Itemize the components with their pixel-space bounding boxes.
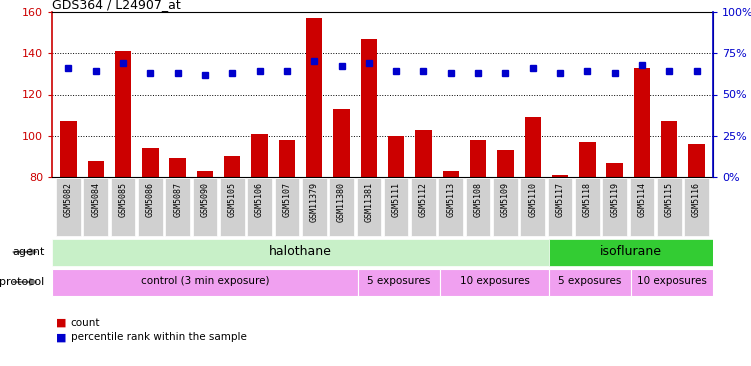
Bar	[607, 163, 623, 177]
Text: ■: ■	[56, 332, 66, 342]
Bar	[689, 144, 704, 177]
Text: GSM11379: GSM11379	[309, 182, 318, 222]
Bar	[220, 178, 245, 236]
Bar	[165, 178, 190, 236]
Bar	[193, 178, 217, 236]
Bar	[306, 18, 322, 177]
Bar	[333, 109, 350, 177]
Bar	[115, 51, 131, 177]
Bar	[384, 178, 409, 236]
Text: GSM5085: GSM5085	[119, 182, 128, 217]
Bar	[493, 178, 517, 236]
Bar	[56, 178, 80, 236]
Text: GSM5111: GSM5111	[392, 182, 400, 217]
Text: GSM5114: GSM5114	[638, 182, 647, 217]
Text: control (3 min exposure): control (3 min exposure)	[140, 276, 269, 287]
Bar	[415, 130, 432, 177]
Bar	[52, 239, 549, 265]
Bar	[547, 178, 572, 236]
Text: GSM5117: GSM5117	[556, 182, 565, 217]
Bar	[439, 178, 463, 236]
Text: GSM5113: GSM5113	[446, 182, 455, 217]
Text: percentile rank within the sample: percentile rank within the sample	[71, 332, 246, 342]
Text: GSM5084: GSM5084	[91, 182, 100, 217]
Bar	[357, 178, 382, 236]
Text: protocol: protocol	[0, 277, 44, 287]
Bar	[442, 171, 459, 177]
Text: GSM5087: GSM5087	[173, 182, 182, 217]
Bar	[661, 121, 677, 177]
Text: GSM5106: GSM5106	[255, 182, 264, 217]
Text: 5 exposures: 5 exposures	[559, 276, 622, 287]
Bar	[360, 39, 377, 177]
Bar	[684, 178, 709, 236]
Bar	[224, 156, 240, 177]
Bar	[579, 142, 596, 177]
Bar	[497, 150, 514, 177]
Bar	[170, 158, 185, 177]
Bar	[388, 136, 404, 177]
Text: agent: agent	[12, 247, 44, 257]
Text: GSM5107: GSM5107	[282, 182, 291, 217]
Text: GSM5110: GSM5110	[528, 182, 537, 217]
Bar	[60, 121, 77, 177]
Bar	[466, 178, 490, 236]
Bar	[524, 117, 541, 177]
Text: 5 exposures: 5 exposures	[367, 276, 430, 287]
Bar	[302, 178, 327, 236]
Text: GSM5112: GSM5112	[419, 182, 428, 217]
Text: GSM5082: GSM5082	[64, 182, 73, 217]
Bar	[142, 148, 158, 177]
Bar	[247, 178, 272, 236]
Bar	[470, 140, 487, 177]
Text: GSM5086: GSM5086	[146, 182, 155, 217]
Bar	[575, 178, 599, 236]
Text: GSM11380: GSM11380	[337, 182, 346, 222]
Bar	[549, 269, 631, 295]
Bar	[358, 269, 440, 295]
Text: GSM5109: GSM5109	[501, 182, 510, 217]
Bar	[275, 178, 299, 236]
Bar	[440, 269, 549, 295]
Text: GSM5108: GSM5108	[474, 182, 483, 217]
Bar	[197, 171, 213, 177]
Text: ■: ■	[56, 318, 66, 328]
Bar	[602, 178, 627, 236]
Bar	[634, 68, 650, 177]
Bar	[88, 161, 104, 177]
Text: GSM5090: GSM5090	[201, 182, 210, 217]
Text: isoflurane: isoflurane	[600, 245, 662, 258]
Text: GSM5118: GSM5118	[583, 182, 592, 217]
Text: count: count	[71, 318, 101, 328]
Text: 10 exposures: 10 exposures	[637, 276, 707, 287]
Bar	[52, 269, 358, 295]
Text: GSM5105: GSM5105	[228, 182, 237, 217]
Text: GSM5116: GSM5116	[692, 182, 701, 217]
Bar	[631, 269, 713, 295]
Bar	[329, 178, 354, 236]
Text: 10 exposures: 10 exposures	[460, 276, 529, 287]
Bar	[629, 178, 654, 236]
Bar	[279, 140, 295, 177]
Bar	[549, 239, 713, 265]
Bar	[252, 134, 268, 177]
Text: GDS364 / L24907_at: GDS364 / L24907_at	[52, 0, 181, 11]
Bar	[520, 178, 545, 236]
Bar	[657, 178, 682, 236]
Text: GSM5119: GSM5119	[610, 182, 619, 217]
Bar	[83, 178, 108, 236]
Bar	[110, 178, 135, 236]
Bar	[552, 175, 569, 177]
Text: GSM5115: GSM5115	[665, 182, 674, 217]
Bar	[412, 178, 436, 236]
Bar	[138, 178, 163, 236]
Text: GSM11381: GSM11381	[364, 182, 373, 222]
Text: halothane: halothane	[269, 245, 332, 258]
